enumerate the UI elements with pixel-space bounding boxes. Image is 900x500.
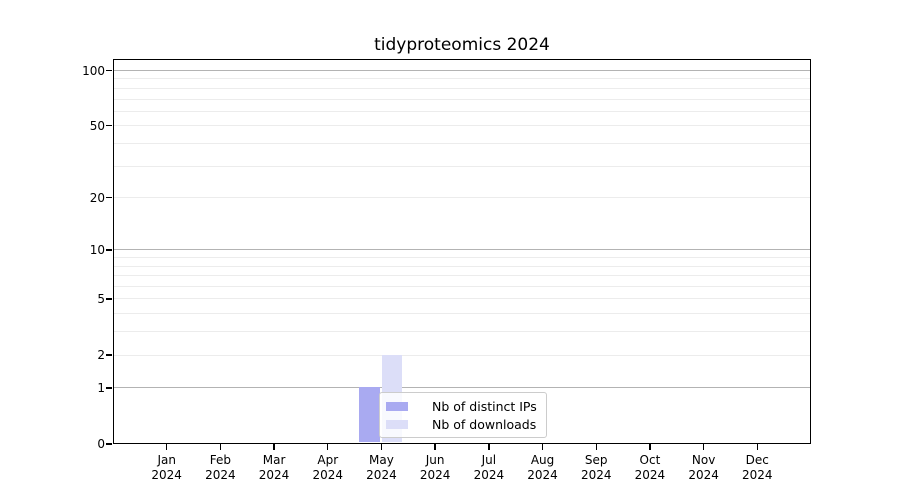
y-axis-tick-label: 2 (97, 348, 105, 363)
x-axis-tick (380, 444, 383, 450)
major-gridline (114, 70, 810, 71)
x-axis-tick (165, 444, 168, 450)
legend-swatch-downloads-icon (386, 419, 408, 429)
x-axis-tick (488, 444, 490, 450)
x-axis-tick (702, 444, 705, 450)
legend-label-distinct-ips: Nb of distinct IPs (432, 398, 537, 414)
x-axis-tick-label: Sep 2024 (580, 453, 612, 482)
legend-row-downloads: Nb of downloads (386, 415, 537, 433)
x-axis-tick-label: Feb 2024 (205, 453, 236, 482)
x-axis-tick-label: Nov 2024 (688, 453, 719, 482)
x-axis-tick (434, 444, 436, 450)
minor-gridline (114, 275, 810, 277)
legend-row-distinct-ips: Nb of distinct IPs (386, 397, 537, 415)
bar-nb-of-distinct-ips (359, 387, 380, 442)
x-axis-tick-label: Jun 2024 (419, 453, 451, 482)
legend-swatch-distinct-ips-icon (386, 401, 408, 411)
y-axis-tick-label: 0 (97, 437, 105, 451)
minor-gridline (114, 142, 810, 144)
minor-gridline (114, 286, 810, 288)
y-axis-tick-label: 10 (89, 242, 105, 257)
y-axis-tick (106, 387, 112, 389)
x-axis-tick-label: Dec 2024 (742, 453, 773, 482)
y-axis-tick-label: 50 (89, 118, 105, 133)
minor-gridline (114, 298, 810, 300)
y-axis-tick-label: 1 (97, 380, 105, 395)
minor-gridline (114, 331, 810, 333)
legend: Nb of distinct IPs Nb of downloads (379, 392, 547, 438)
major-gridline (114, 249, 810, 251)
y-axis-tick (106, 249, 112, 251)
minor-gridline (114, 265, 810, 267)
minor-gridline (114, 197, 810, 199)
y-axis-tick (106, 443, 112, 445)
minor-gridline (114, 98, 810, 100)
y-axis-tick (106, 69, 112, 72)
y-axis-tick-label: 20 (89, 190, 105, 205)
x-axis-tick-label: Apr 2024 (312, 453, 344, 482)
x-axis-tick (327, 444, 329, 450)
minor-gridline (114, 125, 810, 127)
minor-gridline (114, 165, 810, 167)
x-axis-tick (756, 444, 758, 450)
major-gridline (114, 387, 810, 389)
x-axis-tick-label: Aug 2024 (527, 453, 558, 482)
x-axis-tick-label: Mar 2024 (258, 453, 290, 482)
x-axis-tick (649, 444, 651, 450)
plot-area (113, 59, 811, 444)
x-axis-tick-label: Oct 2024 (634, 453, 666, 482)
legend-label-downloads: Nb of downloads (432, 416, 537, 432)
y-axis-tick-label: 5 (97, 291, 105, 306)
x-axis-tick-label: May 2024 (366, 453, 397, 482)
y-axis-tick (106, 196, 112, 199)
x-axis-tick (595, 444, 597, 450)
minor-gridline (114, 354, 810, 356)
minor-gridline (114, 87, 810, 89)
x-axis-tick (541, 444, 544, 450)
x-axis-tick (219, 444, 222, 450)
minor-gridline (114, 78, 810, 80)
minor-gridline (114, 110, 810, 112)
x-axis-tick-label: Jan 2024 (151, 453, 182, 482)
chart-title: tidyproteomics 2024 (374, 35, 550, 55)
minor-gridline (114, 313, 810, 315)
y-axis-tick (106, 125, 112, 127)
x-axis-tick (273, 444, 275, 450)
y-axis-tick-label: 100 (82, 63, 105, 78)
y-axis-tick (106, 354, 112, 356)
minor-gridline (114, 257, 810, 259)
y-axis-tick (106, 298, 112, 300)
x-axis-tick-label: Jul 2024 (473, 453, 505, 482)
